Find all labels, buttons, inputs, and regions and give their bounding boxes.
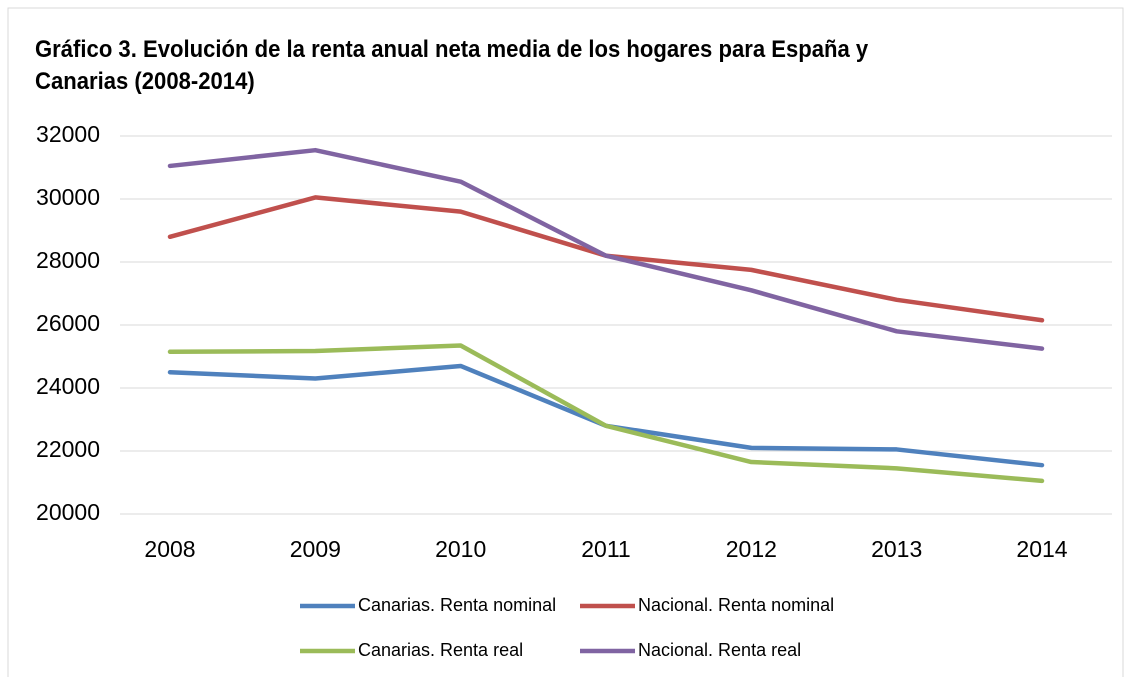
x-tick-label: 2012 xyxy=(726,536,777,562)
chart-title: Gráfico 3. Evolución de la renta anual n… xyxy=(35,36,869,95)
series-line xyxy=(167,195,1045,323)
x-tick-label: 2010 xyxy=(435,536,486,562)
x-tick-label: 2014 xyxy=(1016,536,1067,562)
y-tick-label: 20000 xyxy=(36,499,100,525)
y-tick-label: 30000 xyxy=(36,184,100,210)
legend-label: Nacional. Renta nominal xyxy=(638,595,834,615)
legend-label: Canarias. Renta nominal xyxy=(358,595,556,615)
series-line xyxy=(167,343,1045,484)
x-tick-label: 2013 xyxy=(871,536,922,562)
series-line xyxy=(167,147,1045,351)
x-tick-label: 2009 xyxy=(290,536,341,562)
y-tick-label: 28000 xyxy=(36,247,100,273)
y-tick-label: 26000 xyxy=(36,310,100,336)
y-tick-label: 24000 xyxy=(36,373,100,399)
series-line xyxy=(167,363,1045,468)
chart-border xyxy=(7,7,1124,677)
x-tick-label: 2008 xyxy=(144,536,195,562)
legend-label: Canarias. Renta real xyxy=(358,640,523,660)
legend-label: Nacional. Renta real xyxy=(638,640,801,660)
x-tick-label: 2011 xyxy=(581,536,630,562)
y-tick-label: 22000 xyxy=(36,436,100,462)
y-tick-label: 32000 xyxy=(36,121,100,147)
